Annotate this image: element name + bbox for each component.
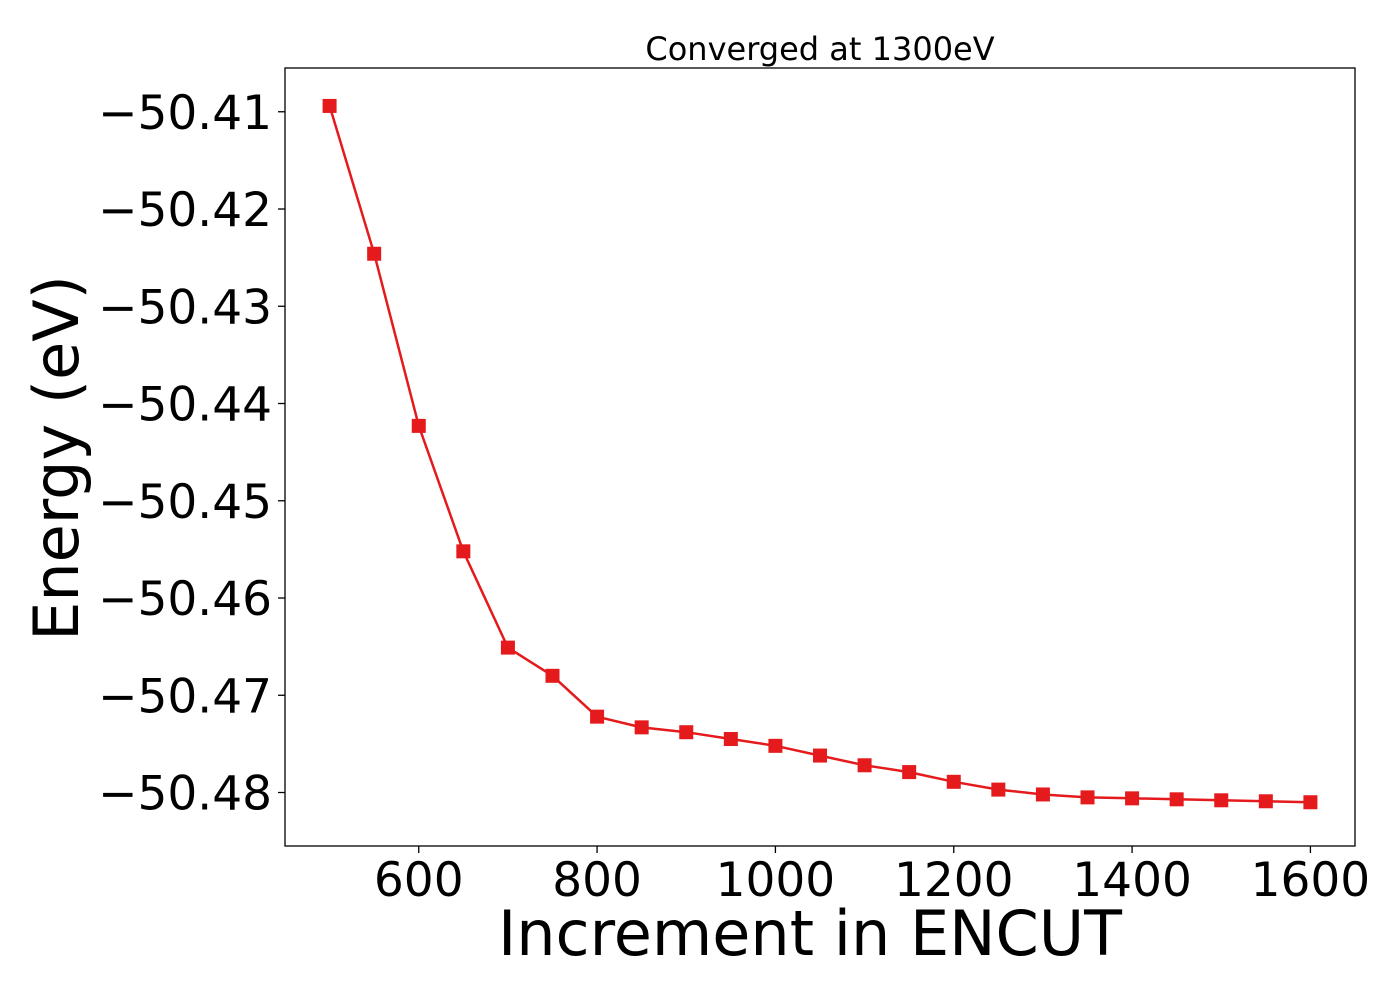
data-point — [902, 765, 917, 780]
x-tick-label: 1400 — [1072, 853, 1192, 908]
data-point — [500, 640, 515, 655]
data-point — [367, 246, 382, 261]
x-tick-label: 800 — [552, 853, 642, 908]
x-axis-title: Increment in ENCUT — [498, 897, 1123, 970]
plot-frame — [284, 67, 1356, 847]
data-point — [857, 758, 872, 773]
data-point — [991, 782, 1006, 797]
y-tick-label: −50.46 — [98, 572, 272, 627]
data-point — [1125, 791, 1140, 806]
data-point — [723, 732, 738, 747]
y-tick-label: −50.43 — [98, 280, 272, 335]
data-point — [456, 544, 471, 559]
data-point — [1080, 790, 1095, 805]
data-point — [768, 738, 783, 753]
axis-ticks: 600 800 1000 1200 1400 1600 −50.41 −50.42 −50.43… — [98, 86, 1370, 908]
data-point — [411, 418, 426, 433]
data-point — [1303, 795, 1318, 810]
data-point — [1214, 793, 1229, 808]
data-point — [813, 748, 827, 763]
y-tick-label: −50.48 — [98, 767, 272, 822]
y-tick-label: −50.41 — [98, 86, 272, 141]
data-point — [545, 668, 560, 683]
x-tick-label: 1200 — [894, 853, 1014, 908]
y-tick-label: −50.44 — [98, 378, 272, 433]
data-series — [322, 98, 1318, 810]
data-point — [1258, 794, 1273, 809]
data-point — [1035, 787, 1050, 802]
series-line — [328, 105, 1311, 804]
y-tick-label: −50.42 — [98, 183, 272, 238]
data-point — [1169, 792, 1184, 807]
data-point — [634, 720, 649, 735]
data-point — [322, 98, 337, 113]
data-point — [590, 709, 605, 724]
x-tick-label: 1000 — [716, 853, 836, 908]
x-tick-label: 1600 — [1251, 853, 1371, 908]
y-axis-title: Energy (eV) — [20, 275, 93, 641]
y-tick-label: −50.45 — [98, 475, 272, 530]
x-tick-label: 600 — [374, 853, 464, 908]
data-point — [946, 774, 961, 789]
chart-title: Converged at 1300eV — [645, 30, 994, 68]
data-point — [679, 725, 694, 740]
y-tick-label: −50.47 — [98, 669, 272, 724]
